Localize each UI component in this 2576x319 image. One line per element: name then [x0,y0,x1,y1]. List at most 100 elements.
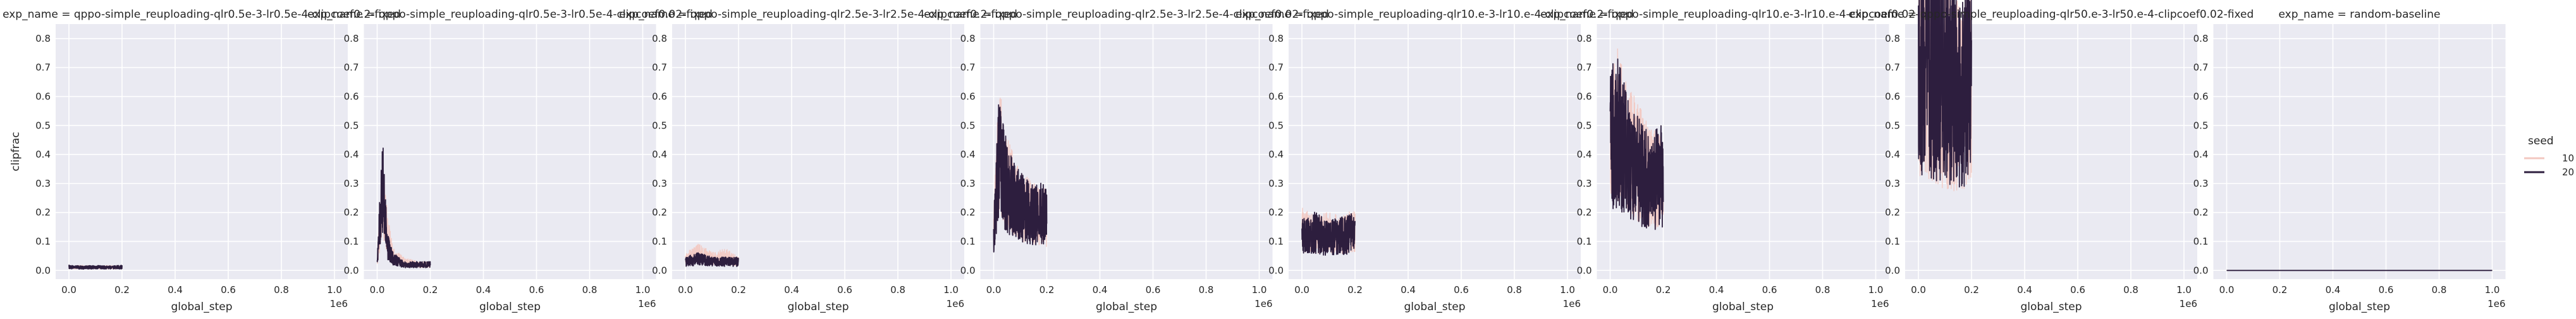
y-tick-label: 0.4 [1268,149,1284,160]
y-tick-label: 0.0 [344,265,359,276]
y-tick-label: 0.5 [344,120,359,131]
y-tick-label: 0.6 [35,91,51,102]
y-tick-label: 0.3 [35,178,51,189]
x-axis-label: global_step [1712,301,1774,313]
y-tick-label: 0.5 [2193,120,2209,131]
y-tick-label: 0.8 [1268,33,1284,44]
y-tick-label: 0.3 [960,178,976,189]
x-tick-label: 0.6 [1146,284,1161,296]
y-tick-label: 0.0 [35,265,51,276]
y-tick-label: 0.2 [960,207,976,218]
y-tick-label: 0.3 [1885,178,1900,189]
x-tick-label: 1.0 [2485,284,2500,296]
y-tick-label: 0.1 [1268,235,1284,247]
y-tick-label: 0.1 [35,235,51,247]
y-tick-label: 0.2 [344,207,359,218]
legend-label-seed-20: 20 [2562,166,2574,178]
x-tick-label: 0.2 [1347,284,1363,296]
x-tick-label: 0.4 [1093,284,1108,296]
y-tick-label: 0.8 [2193,33,2209,44]
x-axis-label: global_step [171,301,232,313]
y-tick-label: 0.6 [1577,91,1592,102]
x-tick-label: 0.2 [1040,284,1055,296]
y-tick-label: 0.1 [652,235,667,247]
y-tick-label: 0.7 [960,62,976,73]
x-offset-label: 1e6 [1254,298,1272,310]
y-tick-label: 0.3 [1577,178,1592,189]
y-tick-label: 0.4 [1885,149,1900,160]
x-axis-label: global_step [1096,301,1157,313]
x-axis-label: global_step [1404,301,1465,313]
y-tick-label: 0.1 [344,235,359,247]
y-tick-label: 0.6 [344,91,359,102]
y-tick-label: 0.1 [2193,235,2209,247]
x-tick-label: 0.0 [61,284,77,296]
y-tick-label: 0.4 [2193,149,2209,160]
y-tick-label: 0.2 [2193,207,2209,218]
x-tick-label: 0.0 [370,284,385,296]
y-tick-label: 0.7 [1885,62,1900,73]
y-tick-label: 0.8 [35,33,51,44]
x-tick-label: 0.8 [2432,284,2447,296]
x-tick-label: 1.0 [1252,284,1267,296]
y-tick-label: 0.3 [652,178,667,189]
x-tick-label: 0.0 [1294,284,1309,296]
x-tick-label: 0.6 [1762,284,1777,296]
x-tick-label: 0.4 [168,284,183,296]
x-tick-label: 1.0 [2176,284,2192,296]
y-axis-label: clipfrac [9,132,22,171]
legend-title: seed [2528,135,2554,147]
x-offset-label: 1e6 [638,298,656,310]
y-tick-label: 0.5 [1268,120,1284,131]
y-tick-label: 0.2 [1268,207,1284,218]
x-tick-label: 1.0 [635,284,651,296]
x-tick-label: 0.6 [221,284,236,296]
x-offset-label: 1e6 [2487,298,2505,310]
y-tick-label: 0.3 [2193,178,2209,189]
y-tick-label: 0.8 [960,33,976,44]
y-tick-label: 0.6 [2193,91,2209,102]
x-tick-label: 0.8 [274,284,289,296]
y-tick-label: 0.4 [35,149,51,160]
x-tick-label: 0.6 [837,284,852,296]
x-tick-label: 0.8 [1507,284,1522,296]
x-axis-label: global_step [787,301,849,313]
y-tick-label: 0.6 [652,91,667,102]
y-tick-label: 0.7 [344,62,359,73]
y-tick-label: 0.8 [1577,33,1592,44]
x-tick-label: 0.0 [1603,284,1618,296]
x-offset-label: 1e6 [1871,298,1889,310]
y-tick-label: 0.8 [1885,33,1900,44]
legend-label-seed-10: 10 [2562,153,2574,164]
x-tick-label: 0.2 [114,284,130,296]
x-tick-label: 1.0 [1868,284,1884,296]
y-tick-label: 0.4 [960,149,976,160]
x-tick-label: 0.8 [890,284,905,296]
y-tick-label: 0.3 [344,178,359,189]
x-tick-label: 0.2 [1964,284,1979,296]
x-tick-label: 1.0 [1560,284,1575,296]
x-tick-label: 0.8 [1815,284,1831,296]
x-tick-label: 0.4 [1709,284,1724,296]
y-tick-label: 0.7 [2193,62,2209,73]
x-axis-label: global_step [479,301,541,313]
y-tick-label: 0.1 [1885,235,1900,247]
panel-background [364,24,656,279]
x-axis-label: global_step [2020,301,2082,313]
x-tick-label: 0.8 [2123,284,2138,296]
x-tick-label: 0.0 [986,284,1002,296]
x-tick-label: 0.0 [678,284,693,296]
y-tick-label: 0.7 [35,62,51,73]
x-tick-label: 0.4 [2326,284,2341,296]
y-tick-label: 0.4 [1577,149,1592,160]
y-tick-label: 0.5 [35,120,51,131]
x-axis-label: global_step [2329,301,2390,313]
x-tick-label: 0.6 [2379,284,2394,296]
y-tick-label: 0.6 [960,91,976,102]
panel-background [56,24,348,279]
y-tick-label: 0.0 [2193,265,2209,276]
x-tick-label: 0.6 [2070,284,2085,296]
x-tick-label: 0.2 [731,284,746,296]
